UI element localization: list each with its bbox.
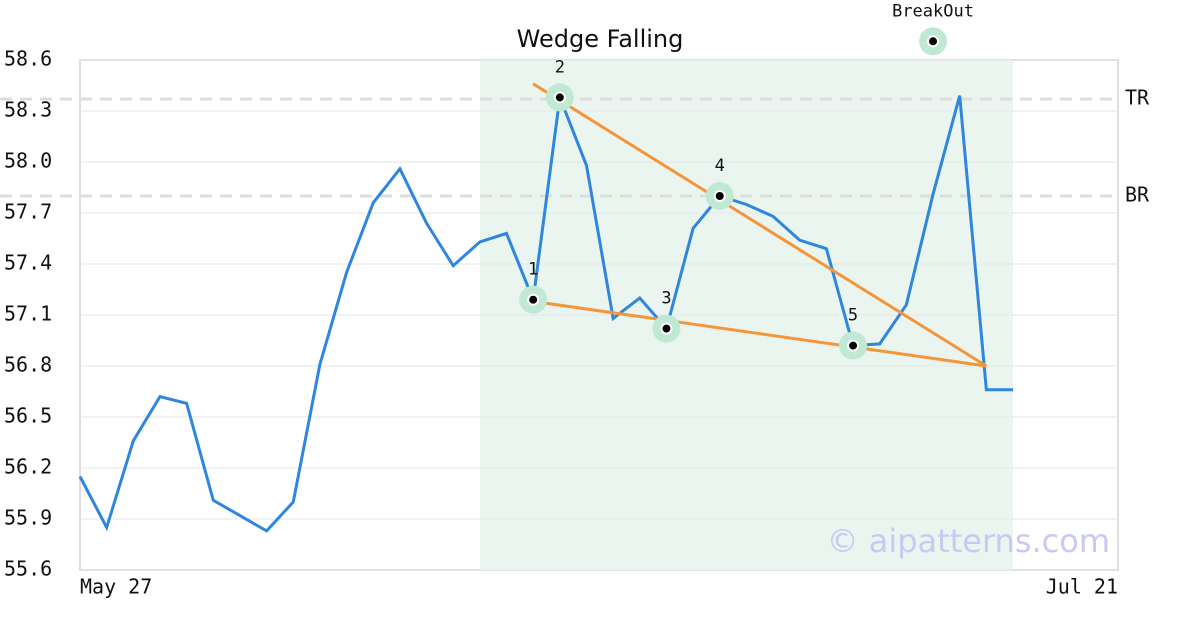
point-label: 4 xyxy=(715,156,725,176)
watermark: © aipatterns.com xyxy=(827,522,1110,560)
point-label: 1 xyxy=(528,260,538,280)
y-tick-label: 57.7 xyxy=(4,200,52,224)
y-tick-label: 57.1 xyxy=(4,302,52,326)
point-dot xyxy=(927,35,940,48)
point-label: 2 xyxy=(555,57,565,77)
x-tick-label: Jul 21 xyxy=(1046,575,1118,599)
point-label: 5 xyxy=(848,306,858,326)
point-label: BreakOut xyxy=(892,1,974,21)
point-dot xyxy=(527,293,540,306)
trend-line xyxy=(532,82,988,368)
point-dot xyxy=(847,339,860,352)
y-tick-label: 58.0 xyxy=(4,149,52,173)
y-tick-label: 56.5 xyxy=(4,404,52,428)
y-tick-label: 58.6 xyxy=(4,47,52,71)
point-dot xyxy=(713,190,726,202)
point-dot xyxy=(553,91,566,104)
y-tick-label: 56.8 xyxy=(4,353,52,377)
chart-title: Wedge Falling xyxy=(517,25,684,53)
plot-layer xyxy=(0,59,1118,571)
y-tick-label: 58.3 xyxy=(4,98,52,122)
level-label: BR xyxy=(1125,183,1150,207)
point-dot xyxy=(660,322,673,335)
trend-line xyxy=(532,299,987,368)
x-tick-label: May 27 xyxy=(80,575,152,599)
y-tick-label: 57.4 xyxy=(4,251,52,275)
y-tick-label: 55.6 xyxy=(4,557,52,581)
y-tick-label: 55.9 xyxy=(4,506,52,530)
point-label: 3 xyxy=(661,289,671,309)
y-tick-label: 56.2 xyxy=(4,455,52,479)
level-label: TR xyxy=(1125,86,1150,110)
